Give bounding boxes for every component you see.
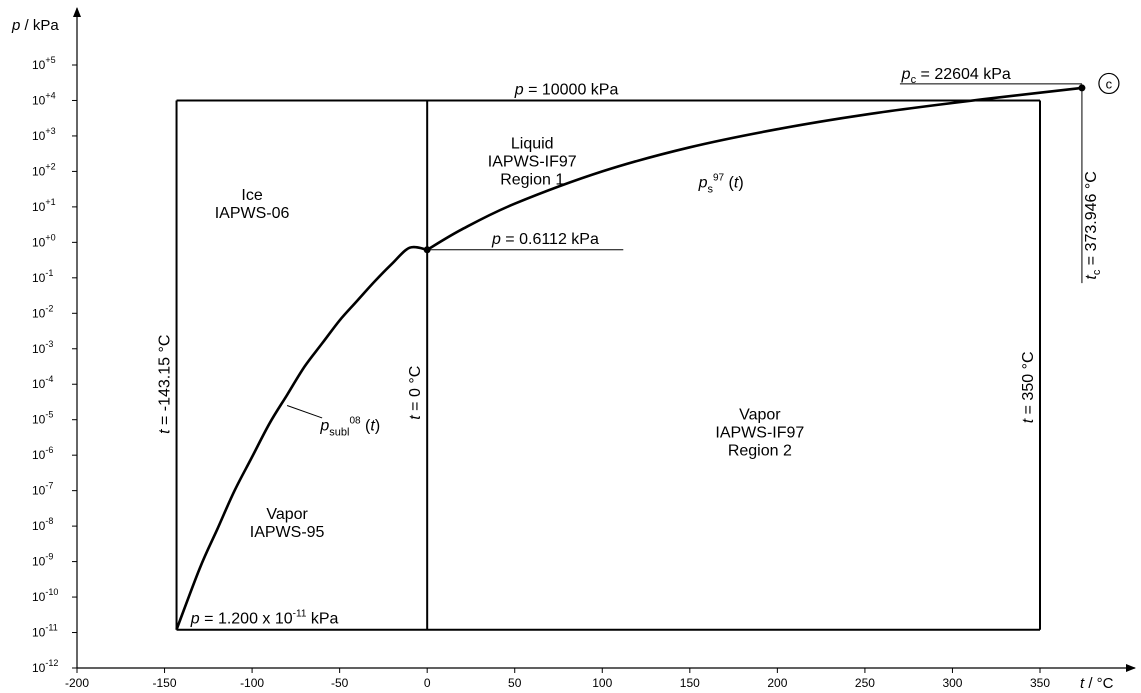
y-tick-label: 10-12 bbox=[32, 658, 58, 675]
sublimation-curve bbox=[175, 245, 428, 631]
boundary-0c-label: t = 0 °C bbox=[407, 366, 424, 420]
y-tick-label: 10-7 bbox=[32, 481, 53, 498]
boundary-top-label: p = 10000 kPa bbox=[514, 81, 619, 98]
x-tick-label: 100 bbox=[592, 676, 612, 690]
sublimation-curve-leader bbox=[286, 405, 323, 419]
critical-pressure-label: pc = 22604 kPa bbox=[901, 66, 1011, 86]
x-tick-label: 250 bbox=[855, 676, 875, 690]
x-tick-label: -150 bbox=[153, 676, 177, 690]
saturation-curve-label: ps97 (t) bbox=[698, 172, 744, 195]
region-liquid-label-line1: Liquid bbox=[511, 135, 554, 152]
critical-point-circle bbox=[1098, 72, 1120, 95]
region-ice-label-line2: IAPWS-06 bbox=[215, 205, 290, 222]
y-axis-label: p / kPa bbox=[11, 17, 59, 34]
y-tick-label: 10-3 bbox=[32, 339, 53, 356]
y-tick-label: 10+4 bbox=[32, 90, 56, 107]
x-axis-label: t / °C bbox=[1080, 675, 1114, 692]
y-tick-label: 10+5 bbox=[32, 55, 56, 72]
y-tick-label: 10-1 bbox=[32, 268, 53, 285]
x-tick-label: 50 bbox=[508, 676, 522, 690]
region-vapor95-label-line1: Vapor bbox=[266, 506, 308, 523]
annotations: p = 10000 kPa p = 1.200 x 10-11 kPa p = 0.… bbox=[157, 66, 1120, 628]
y-tick-label: 10-10 bbox=[32, 587, 58, 604]
y-tick-label: 10-5 bbox=[32, 410, 53, 427]
y-tick-label: 10+1 bbox=[32, 197, 56, 214]
saturation-curve bbox=[426, 86, 1083, 251]
region-liquid-label-line2: IAPWS-IF97 bbox=[488, 153, 577, 170]
y-tick-label: 10-9 bbox=[32, 552, 53, 569]
x-tick-label: 150 bbox=[680, 676, 700, 690]
y-tick-label: 10-8 bbox=[32, 516, 53, 533]
x-tick-label: 0 bbox=[424, 676, 431, 690]
sublimation-curve-label: psubl08 (t) bbox=[319, 415, 380, 438]
phase-curves bbox=[175, 84, 1086, 631]
axes: -200 -150 -100 -50 0 50 100 150 200 250 300 350 10-… bbox=[11, 7, 1136, 692]
boundary-left-label: t = -143.15 °C bbox=[157, 335, 174, 434]
region-liquid-label-line3: Region 1 bbox=[500, 171, 564, 188]
critical-point-letter: c bbox=[1106, 76, 1113, 91]
region-boundaries bbox=[175, 99, 1041, 631]
x-tick-label: -100 bbox=[240, 676, 264, 690]
y-tick-label: 10+3 bbox=[32, 126, 56, 143]
region-vapor-if97-label-line1: Vapor bbox=[739, 407, 781, 424]
region-vapor95-label-line2: IAPWS-95 bbox=[250, 524, 325, 541]
boundary-bottom-label: p = 1.200 x 10-11 kPa bbox=[190, 609, 339, 628]
region-ice-label-line1: Ice bbox=[241, 187, 262, 204]
boundary-right-label: t = 350 °C bbox=[1020, 351, 1037, 423]
x-tick-label: 300 bbox=[942, 676, 962, 690]
y-tick-label: 10-6 bbox=[32, 445, 53, 462]
y-tick-label: 10+2 bbox=[32, 161, 56, 178]
x-tick-label: 350 bbox=[1030, 676, 1050, 690]
critical-temperature-label: tc = 373.946 °C bbox=[1083, 171, 1103, 279]
y-tick-label: 10+0 bbox=[32, 232, 56, 249]
y-ticks: 10-12 10-11 10-10 10-9 10-8 10-7 10-6 10-5 10-4 1… bbox=[32, 55, 77, 675]
y-tick-label: 10-11 bbox=[32, 623, 58, 640]
triple-point-label: p = 0.6112 kPa bbox=[491, 231, 599, 248]
x-tick-label: -200 bbox=[65, 676, 89, 690]
x-tick-label: 200 bbox=[767, 676, 787, 690]
region-vapor-if97-label-line2: IAPWS-IF97 bbox=[715, 425, 804, 442]
y-tick-label: 10-4 bbox=[32, 374, 53, 391]
region-vapor-if97-label-line3: Region 2 bbox=[728, 443, 792, 460]
x-ticks: -200 -150 -100 -50 0 50 100 150 200 250 300 350 bbox=[65, 668, 1050, 690]
y-tick-label: 10-2 bbox=[32, 303, 53, 320]
x-tick-label: -50 bbox=[331, 676, 349, 690]
